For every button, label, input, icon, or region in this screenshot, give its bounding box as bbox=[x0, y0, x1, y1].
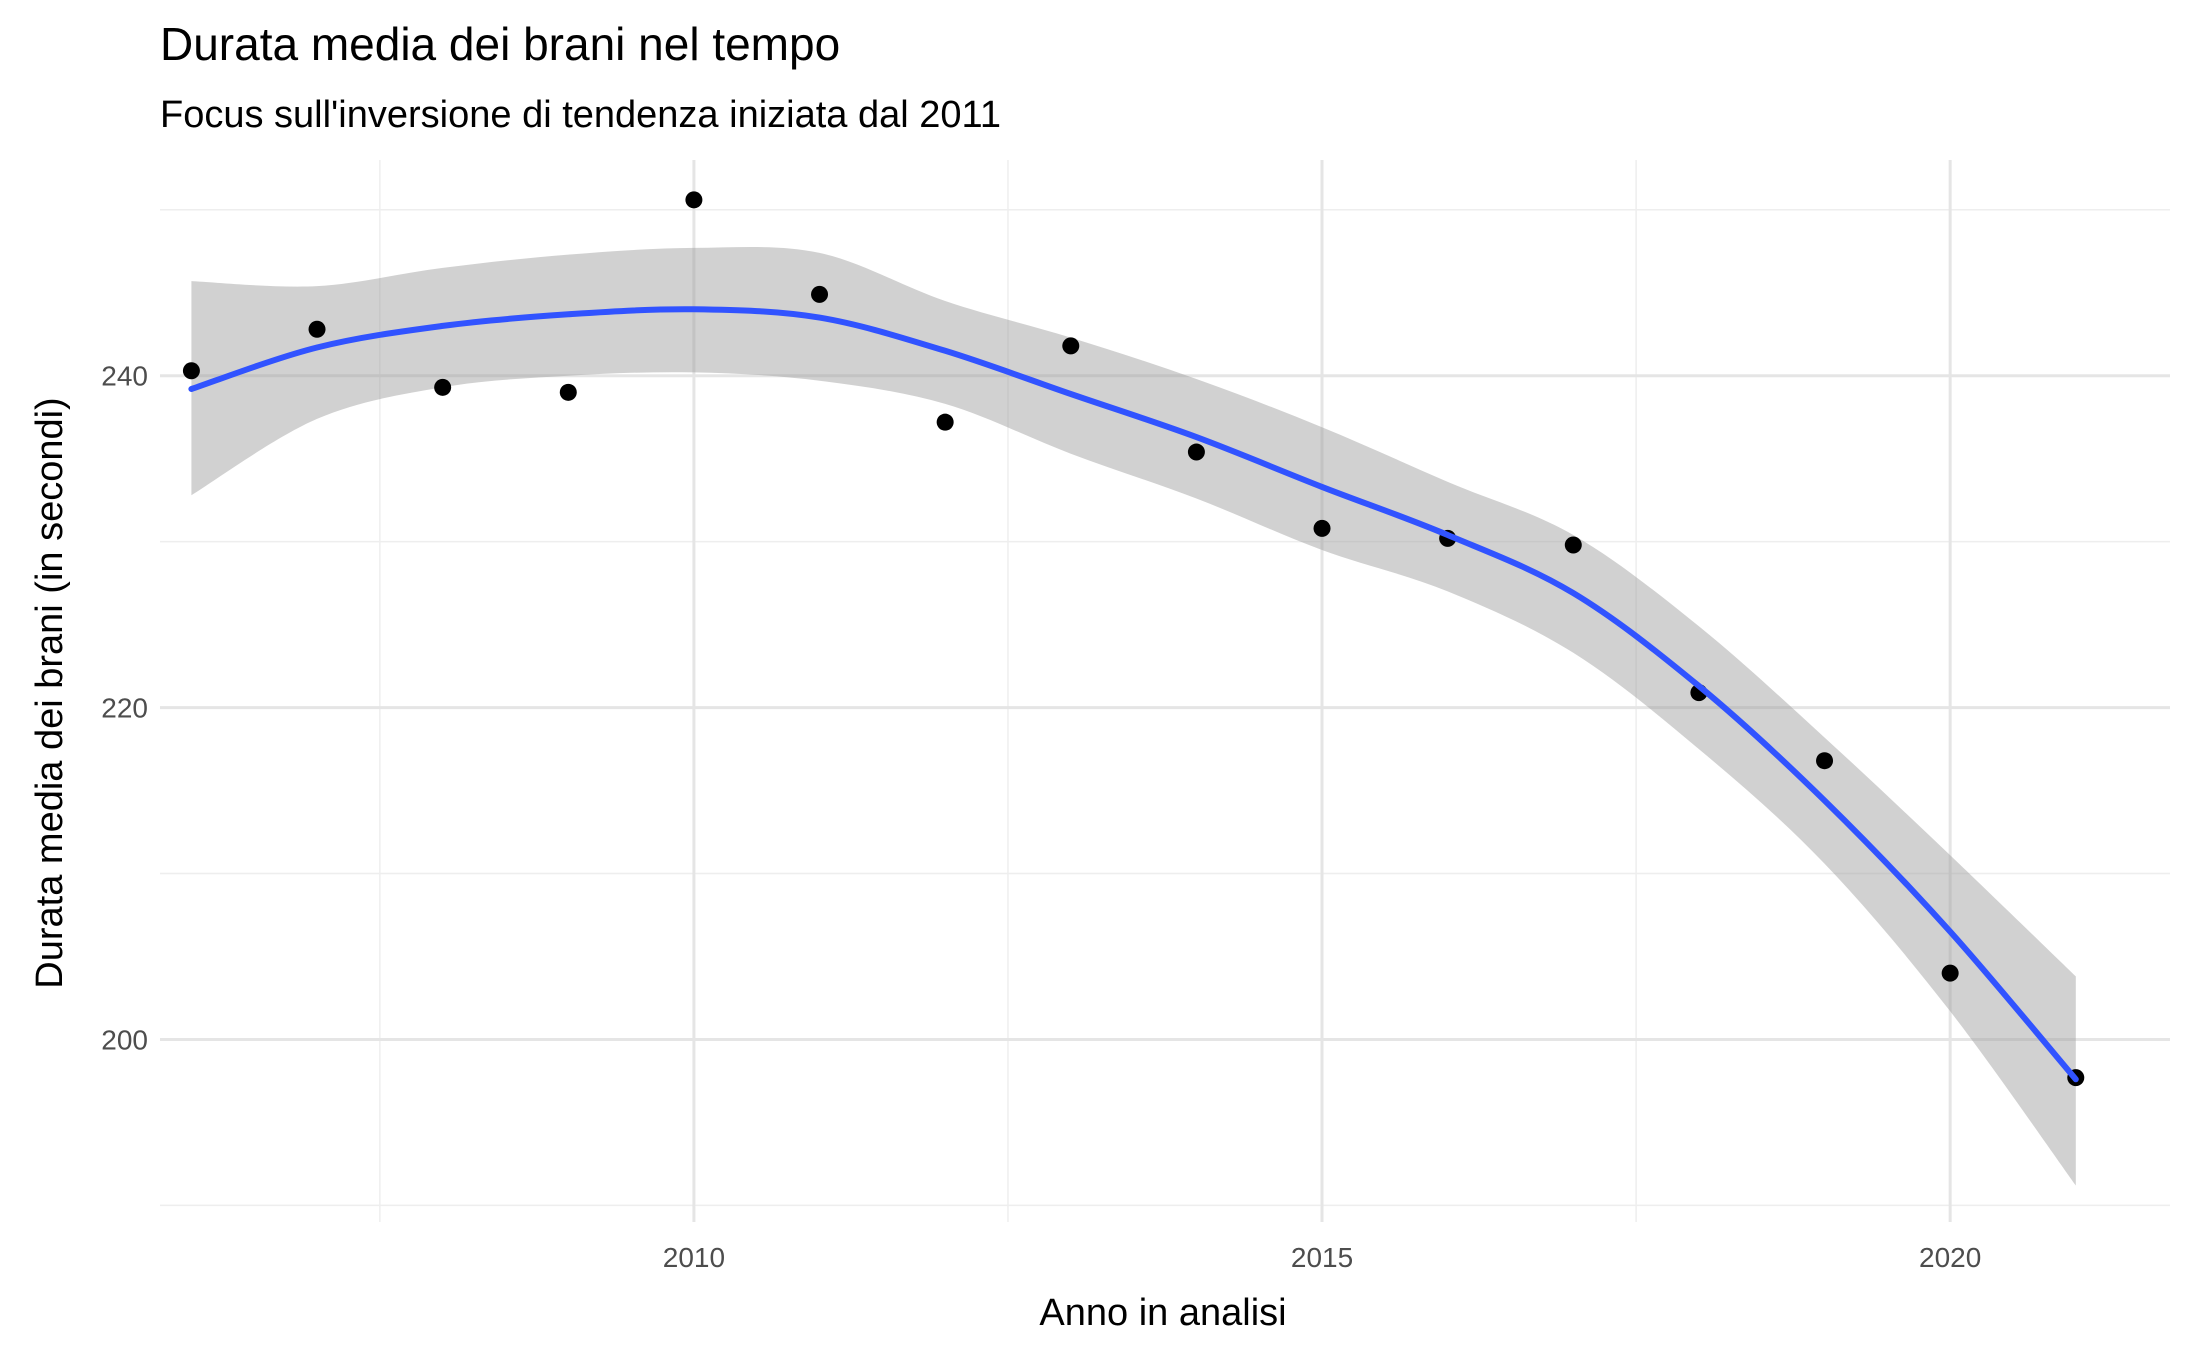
x-tick-label: 2020 bbox=[1919, 1242, 1981, 1273]
confidence-ribbon bbox=[191, 247, 2076, 1186]
x-axis-title: Anno in analisi bbox=[1039, 1292, 1286, 1334]
x-tick-label: 2015 bbox=[1291, 1242, 1353, 1273]
data-point bbox=[685, 191, 703, 209]
chart-subtitle: Focus sull'inversione di tendenza inizia… bbox=[160, 94, 1001, 136]
y-tick-label: 200 bbox=[101, 1024, 148, 1055]
y-axis-title: Durata media dei brani (in secondi) bbox=[29, 397, 71, 988]
data-point bbox=[434, 378, 452, 396]
data-point bbox=[308, 320, 326, 338]
data-point bbox=[1062, 337, 1080, 355]
data-point bbox=[1941, 964, 1959, 982]
data-point bbox=[1564, 536, 1582, 554]
smooth-line-layer bbox=[188, 306, 2079, 1083]
confidence-ribbon-layer bbox=[191, 247, 2076, 1186]
y-tick-label: 220 bbox=[101, 693, 148, 724]
data-point bbox=[1313, 519, 1331, 537]
y-tick-label: 240 bbox=[101, 361, 148, 392]
smooth-trend-line bbox=[188, 306, 2079, 1083]
data-point bbox=[559, 383, 577, 401]
data-point bbox=[936, 413, 954, 431]
x-tick-label: 2010 bbox=[663, 1242, 725, 1273]
tick-labels: 2010 2015 2020 200 220 240 bbox=[101, 361, 1981, 1273]
grid bbox=[160, 160, 2170, 1222]
data-point bbox=[182, 362, 200, 380]
data-point bbox=[1816, 752, 1834, 770]
chart-title: Durata media dei brani nel tempo bbox=[160, 18, 840, 70]
data-point bbox=[1187, 443, 1205, 461]
data-point bbox=[811, 285, 829, 303]
